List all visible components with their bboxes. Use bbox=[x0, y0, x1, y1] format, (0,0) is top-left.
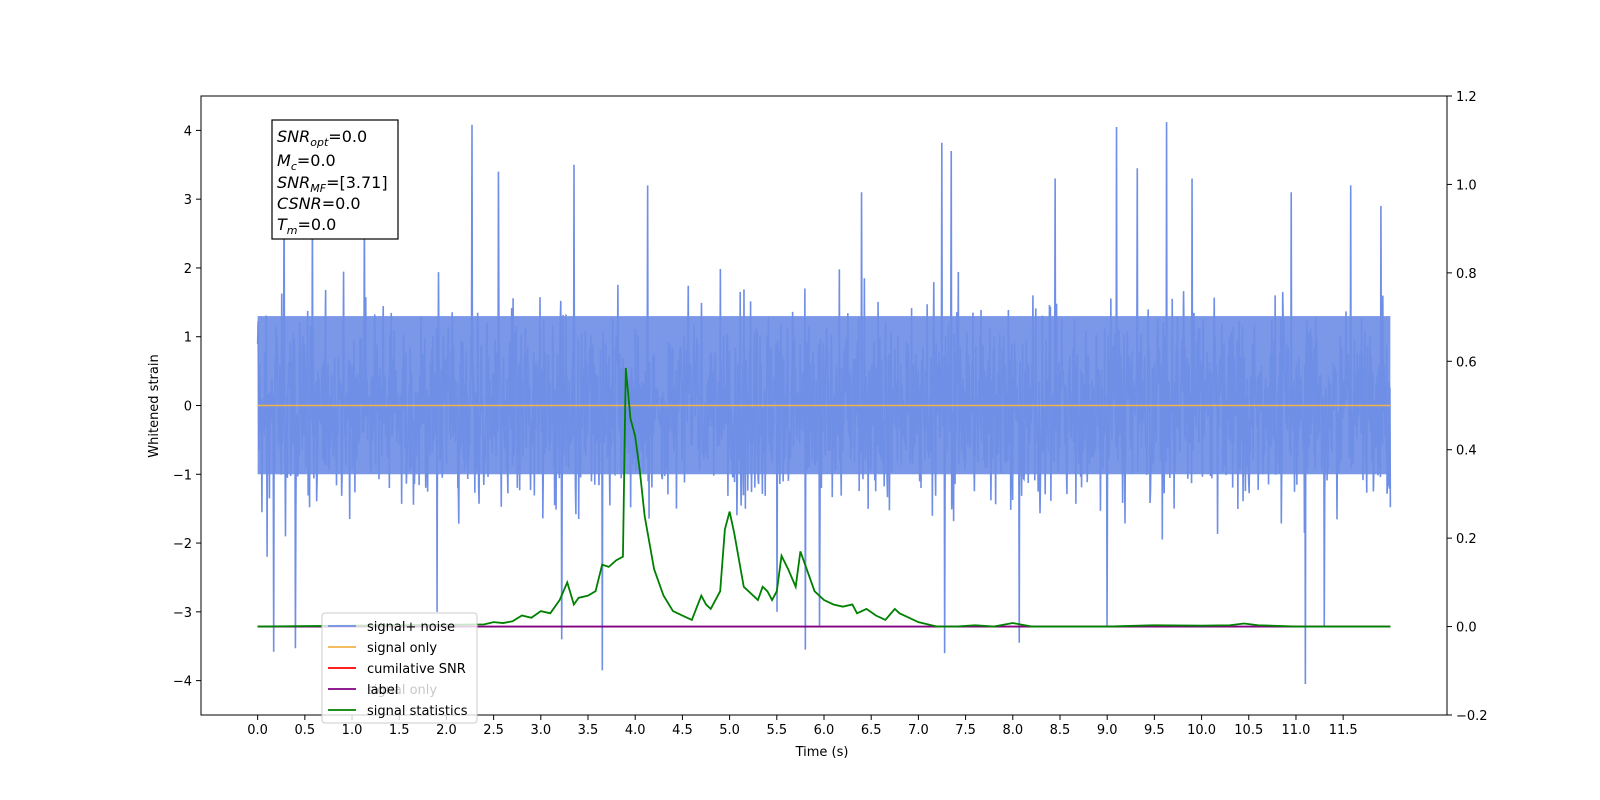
x-axis-label: Time (s) bbox=[795, 745, 849, 760]
x-tick-label: 3.0 bbox=[530, 723, 551, 738]
y2-tick-label: 1.0 bbox=[1456, 178, 1477, 193]
y2-tick-label: 0.0 bbox=[1456, 621, 1477, 636]
x-tick-label: 6.0 bbox=[814, 723, 835, 738]
legend-label: signal only bbox=[367, 641, 437, 656]
annotation-line: SNRopt=0.0 bbox=[277, 127, 367, 149]
x-tick-label: 1.5 bbox=[389, 723, 410, 738]
y2-tick-label: −0.2 bbox=[1456, 709, 1488, 724]
y-tick-label: 4 bbox=[184, 124, 192, 139]
x-tick-label: 0.5 bbox=[294, 723, 315, 738]
plot-lines bbox=[256, 122, 1392, 685]
annotation-line: Tm=0.0 bbox=[277, 215, 336, 237]
y2-tick-label: 1.2 bbox=[1456, 90, 1477, 105]
x-tick-label: 7.5 bbox=[955, 723, 976, 738]
x-tick-label: 9.5 bbox=[1144, 723, 1165, 738]
x-tick-label: 9.0 bbox=[1097, 723, 1118, 738]
y-tick-label: 2 bbox=[184, 262, 192, 277]
x-tick-label: 2.5 bbox=[483, 723, 504, 738]
x-tick-label: 11.0 bbox=[1281, 723, 1310, 738]
y-tick-label: −2 bbox=[173, 537, 192, 552]
x-tick-label: 8.0 bbox=[1002, 723, 1023, 738]
x-tick-label: 8.5 bbox=[1050, 723, 1071, 738]
legend-label: signal statistics bbox=[367, 704, 468, 719]
y-tick-label: 1 bbox=[184, 331, 192, 346]
x-tick-label: 2.0 bbox=[436, 723, 457, 738]
y-tick-label: −1 bbox=[173, 468, 192, 483]
y-tick-label: 0 bbox=[184, 400, 192, 415]
x-tick-label: 7.0 bbox=[908, 723, 929, 738]
legend-label: label bbox=[367, 683, 398, 698]
y2-tick-label: 0.8 bbox=[1456, 267, 1477, 282]
x-tick-label: 5.0 bbox=[719, 723, 740, 738]
y2-tick-label: 0.2 bbox=[1456, 532, 1477, 547]
x-tick-label: 4.5 bbox=[672, 723, 693, 738]
annotation-line: Mc=0.0 bbox=[277, 151, 336, 173]
x-tick-label: 10.0 bbox=[1187, 723, 1216, 738]
x-tick-label: 4.0 bbox=[625, 723, 646, 738]
y-tick-label: 3 bbox=[184, 193, 192, 208]
x-tick-label: 6.5 bbox=[861, 723, 882, 738]
series-signal-plus-noise-core bbox=[257, 316, 1391, 475]
y-tick-label: −4 bbox=[173, 675, 192, 690]
series-signal-statistics bbox=[257, 367, 1391, 628]
x-tick-label: 10.5 bbox=[1234, 723, 1263, 738]
annotation-frame bbox=[271, 119, 399, 240]
legend-frame bbox=[321, 612, 478, 724]
x-tick-label: 3.5 bbox=[578, 723, 599, 738]
annotation-line: SNRMF=[3.71] bbox=[277, 173, 388, 195]
legend-ghost-label: signal only bbox=[367, 683, 437, 698]
plot-area bbox=[256, 122, 1392, 685]
y-tick-label: −3 bbox=[173, 606, 192, 621]
annotation-line: CSNR=0.0 bbox=[277, 194, 361, 213]
axes: 0.0 0.5 1.0 1.5 2.0 2.5 3.0 3.5 4.0 4.5 5.0 5.5 6.0 6… bbox=[173, 90, 1488, 738]
x-tick-label: 1.0 bbox=[342, 723, 363, 738]
x-tick-label: 5.5 bbox=[766, 723, 787, 738]
y2-tick-label: 0.6 bbox=[1456, 355, 1477, 370]
legend: signal+ noise signal only cumilative SNR si… bbox=[321, 612, 478, 724]
legend-label: signal+ noise bbox=[367, 620, 455, 635]
y2-tick-label: 0.4 bbox=[1456, 444, 1477, 459]
legend-label: cumilative SNR bbox=[367, 662, 466, 677]
x-tick-label: 0.0 bbox=[247, 723, 268, 738]
x-tick-label: 11.5 bbox=[1329, 723, 1358, 738]
y-axis-label: Whitened strain bbox=[147, 354, 162, 457]
